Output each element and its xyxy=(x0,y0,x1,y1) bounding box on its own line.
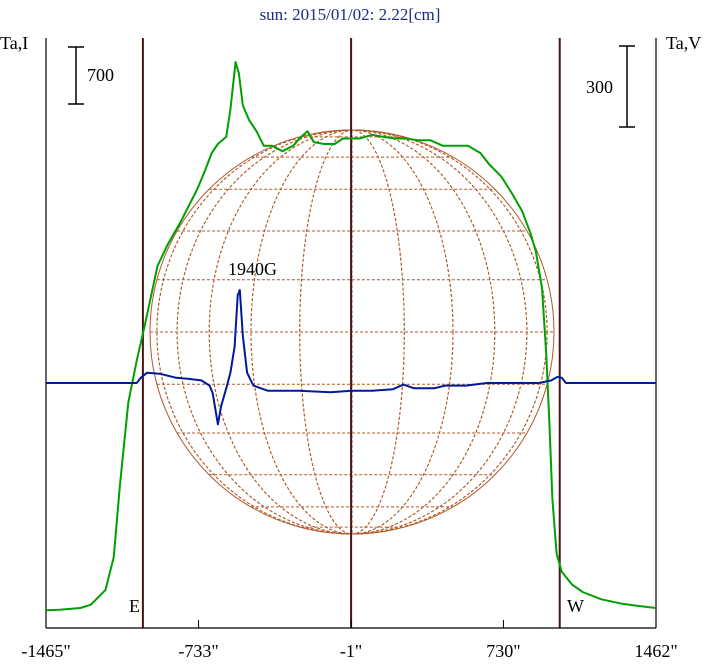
west-limb-label: W xyxy=(567,596,584,616)
annotation-label: 1940G xyxy=(228,259,277,279)
east-limb-label: E xyxy=(129,596,140,616)
chart-title: sun: 2015/01/02: 2.22[cm] xyxy=(260,5,441,24)
intensity-series-line xyxy=(45,61,657,612)
plot-frame: -1465" -733" -1" 730" 1462" xyxy=(21,38,678,661)
right-axis-label: Ta,V xyxy=(666,33,701,53)
x-tick-label: -733" xyxy=(178,641,218,661)
x-tick-label: -1465" xyxy=(21,641,70,661)
left-axis-label: Ta,I xyxy=(0,33,28,53)
series-layer xyxy=(45,61,657,612)
x-tick-label: 1462" xyxy=(634,641,677,661)
text-layer: sun: 2015/01/02: 2.22[cm] Ta,I Ta,V 700 … xyxy=(0,5,701,616)
scale-bar-left-label: 700 xyxy=(87,65,114,85)
scale-bar-right-label: 300 xyxy=(586,77,613,97)
x-tick-label: 730" xyxy=(486,641,520,661)
marker-lines xyxy=(141,38,561,628)
x-tick-label: -1" xyxy=(340,641,362,661)
polarization-series-line xyxy=(46,289,656,426)
